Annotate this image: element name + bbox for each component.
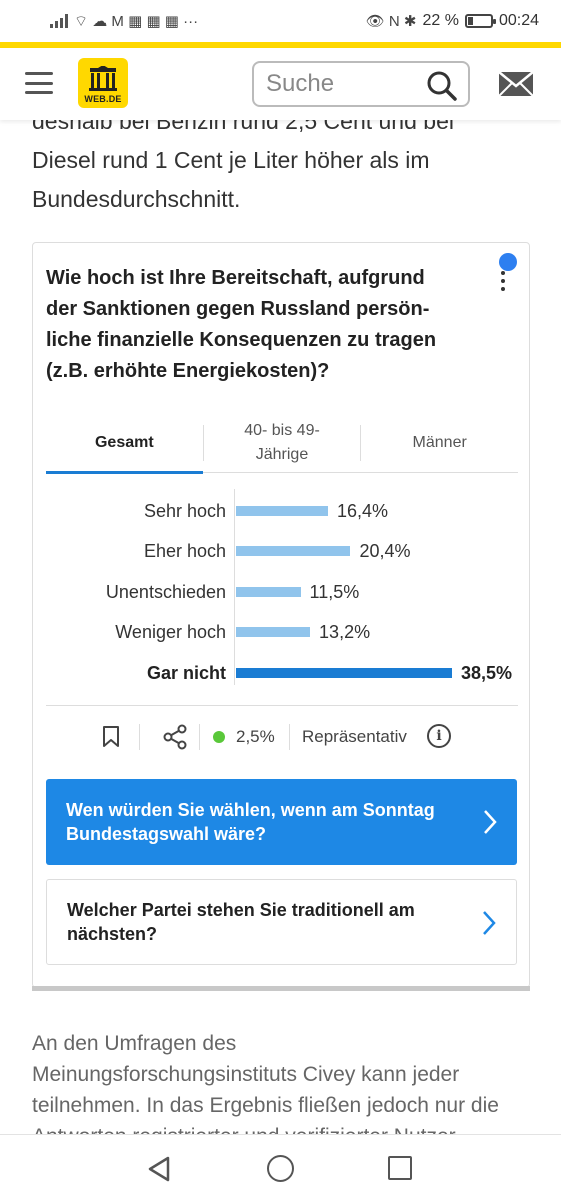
poll-tabs: Gesamt 40- bis 49- Jährige Männer <box>46 413 518 474</box>
bar-category-label: Weniger hoch <box>115 622 226 642</box>
margin-of-error: 2,5% <box>236 727 275 746</box>
bar-value-label: 13,2% <box>319 622 371 642</box>
article-line: An den Umfragen des <box>32 1032 237 1055</box>
tab-label: Gesamt <box>94 434 154 451</box>
article-line: teilnehmen. In das Ergebnis fließen jedo… <box>32 1094 499 1117</box>
hamburger-menu-icon[interactable] <box>25 72 53 94</box>
bar-category-label: Sehr hoch <box>143 501 226 521</box>
bar <box>236 506 328 516</box>
cta-line: nächsten? <box>67 924 158 944</box>
chart-axis <box>234 489 235 685</box>
clock: 00:24 <box>498 12 539 29</box>
brandenburg-gate-icon <box>89 66 117 91</box>
tab-label: 40- bis 49- <box>244 422 320 439</box>
mail-icon[interactable] <box>498 71 534 97</box>
bar-value-label: 20,4% <box>359 541 411 561</box>
more-options-icon[interactable] <box>496 271 510 291</box>
bar-value-label: 16,4% <box>337 501 389 521</box>
bar-value-label: 38,5% <box>461 663 513 683</box>
search-box[interactable] <box>252 61 470 107</box>
poll-question: Wie hoch ist Ihre Bereitschaft, aufgrund… <box>46 263 476 387</box>
bar-row: Unentschieden 11,5% <box>46 572 518 612</box>
app-header: WEB.DE <box>0 48 561 120</box>
article-line: Diesel rund 1 Cent je Liter höher als im <box>32 147 430 173</box>
bar <box>236 546 351 556</box>
chevron-right-icon <box>484 810 497 834</box>
chevron-right-icon <box>483 911 496 935</box>
poll-footer: 2,5% Repräsentativ i <box>46 705 518 765</box>
poll-question-line: (z.B. erhöhte Energiekosten)? <box>46 360 330 382</box>
bar-row: Eher hoch 20,4% <box>46 531 518 571</box>
bar <box>236 587 301 597</box>
bar-category-label: Unentschieden <box>105 582 226 602</box>
tab-label: Männer <box>412 434 467 451</box>
representative-label: Repräsentativ <box>302 727 407 746</box>
next-poll-button-primary[interactable]: Wen würden Sie wählen, wenn am Sonntag B… <box>46 779 517 865</box>
search-icon[interactable] <box>426 70 458 102</box>
footer-divider <box>139 724 140 750</box>
poll-question-line: Wie hoch ist Ihre Bereitschaft, aufgrund <box>46 267 425 289</box>
tab-divider <box>202 424 204 461</box>
bar <box>236 627 311 637</box>
poll-question-line: der Sanktionen gegen Russland persön- <box>46 298 430 320</box>
signal-icon <box>50 14 68 28</box>
footer-divider <box>199 724 200 750</box>
cta-line: Bundestagswahl wäre? <box>66 824 267 844</box>
cta-line: Welcher Partei stehen Sie traditionell a… <box>67 900 415 920</box>
bar <box>236 668 452 678</box>
cta-line: Wen würden Sie wählen, wenn am Sonntag <box>66 800 435 820</box>
webde-logo[interactable]: WEB.DE <box>78 58 128 108</box>
notification-icons: ⌔ ☁ M ▦ ▦ ▦ ··· <box>74 12 199 30</box>
bar-value-label: 11,5% <box>309 582 360 602</box>
info-icon[interactable]: i <box>427 724 451 748</box>
article-line: Bundesdurchschnitt. <box>32 186 241 212</box>
poll-widget: Wie hoch ist Ihre Bereitschaft, aufgrund… <box>32 242 530 991</box>
tab-gesamt[interactable]: Gesamt <box>46 413 203 474</box>
search-input[interactable] <box>266 70 416 98</box>
bookmark-icon[interactable] <box>102 726 120 748</box>
logo-text: WEB.DE <box>84 94 122 104</box>
brand-stripe <box>0 42 561 48</box>
home-icon[interactable] <box>267 1155 294 1182</box>
system-nav-bar <box>0 1134 561 1200</box>
tab-maenner[interactable]: Männer <box>361 413 518 473</box>
battery-percent: 22 % <box>422 12 459 29</box>
battery-icon <box>464 14 496 28</box>
status-dot <box>213 731 225 743</box>
bar-category-label: Gar nicht <box>146 663 226 683</box>
bar-category-label: Eher hoch <box>143 541 226 561</box>
tab-label: Jährige <box>255 446 309 463</box>
system-icons: 👁 N ✱ <box>365 13 417 30</box>
results-bar-chart: Sehr hoch 16,4% Eher hoch 20,4% Unentschiede… <box>46 483 518 693</box>
tab-divider <box>360 424 362 461</box>
tab-age-40-49[interactable]: 40- bis 49- Jährige <box>204 413 361 473</box>
back-icon[interactable] <box>146 1155 174 1183</box>
status-bar: ⌔ ☁ M ▦ ▦ ▦ ··· 👁 N ✱ 22 % 00:24 <box>0 0 561 42</box>
poll-question-line: liche finanzielle Konsequenzen zu tragen <box>46 329 437 351</box>
share-icon[interactable] <box>163 724 187 750</box>
notification-dot <box>499 253 517 271</box>
bar-row: Gar nicht 38,5% <box>46 653 518 693</box>
recent-apps-icon[interactable] <box>388 1156 412 1180</box>
status-left: ⌔ ☁ M ▦ ▦ ▦ ··· <box>50 12 198 31</box>
next-poll-button-secondary[interactable]: Welcher Partei stehen Sie traditionell a… <box>46 879 517 965</box>
bar-row: Weniger hoch 13,2% <box>46 612 518 652</box>
bar-row: Sehr hoch 16,4% <box>46 491 518 531</box>
footer-divider <box>289 724 290 750</box>
status-right: 👁 N ✱ 22 % 00:24 <box>366 12 539 30</box>
article-line: Meinungsforschungsinstituts Civey kann j… <box>32 1063 460 1086</box>
